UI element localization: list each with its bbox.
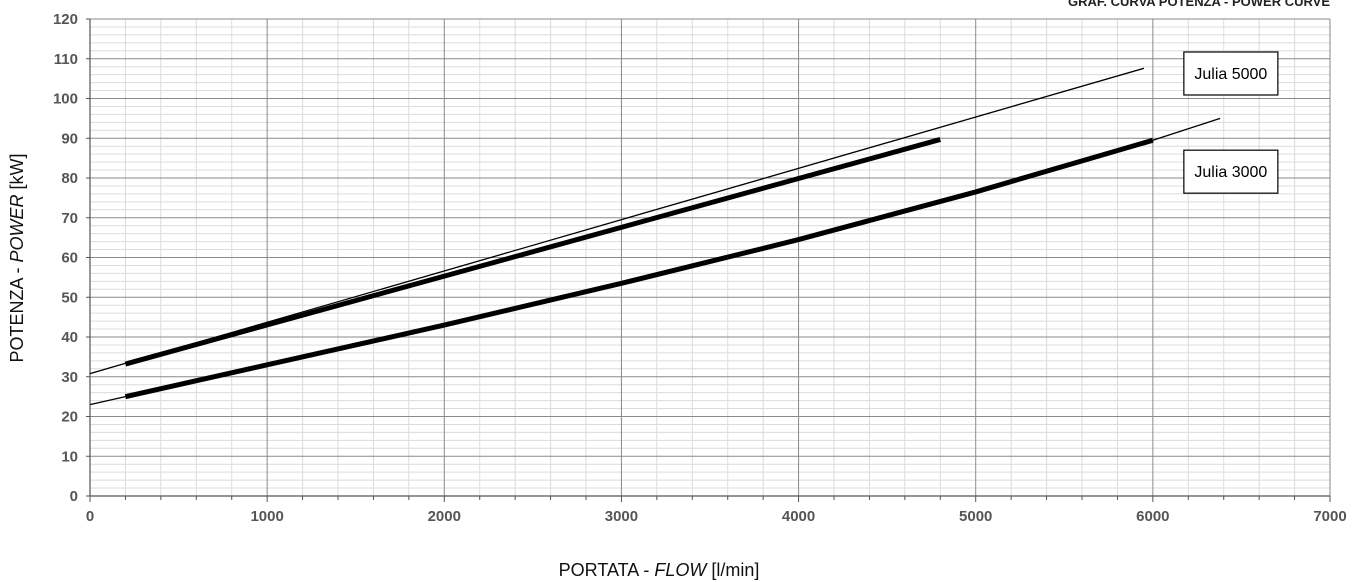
y-tick-label: 50: [61, 289, 78, 306]
x-tick-label: 3000: [605, 508, 638, 525]
y-axis-title: POTENZA - POWER [kW]: [7, 153, 27, 362]
x-tick-label: 6000: [1136, 508, 1169, 525]
x-axis-title-main: PORTATA -: [559, 560, 655, 580]
y-axis-tick-labels: 0 10 20 30 40 50 60 70 80 90 100 110 120: [53, 11, 78, 505]
series-julia-3000-operating-line: [124, 137, 1154, 400]
y-tick-label: 110: [54, 51, 78, 68]
x-axis-tick-labels: 0 1000 2000 3000 4000 5000 6000 7000: [86, 508, 1347, 525]
x-axis-title-italic: FLOW: [654, 560, 708, 580]
y-tick-label: 100: [53, 91, 78, 108]
series-julia-3000-extended-line: [89, 117, 1221, 406]
series-julia-5000-operating-line: [124, 137, 941, 367]
y-tick-label: 20: [61, 409, 78, 426]
y-axis-title-main: POTENZA -: [7, 263, 27, 363]
y-tick-label: 70: [61, 210, 78, 227]
x-axis-title: PORTATA - FLOW [l/min]: [559, 560, 760, 580]
series-julia-5000-extended-line: [89, 67, 1145, 375]
series-label-box-julia-5000: [1183, 51, 1279, 96]
x-tick-label: 2000: [428, 508, 461, 525]
series-label-box-julia-3000: [1183, 149, 1279, 194]
y-tick-label: 10: [61, 448, 78, 465]
series-labels: Julia 5000 Julia 3000: [1183, 51, 1279, 194]
series-label-julia-3000: Julia 3000: [1194, 164, 1267, 181]
y-tick-label: 30: [61, 369, 78, 386]
y-tick-label: 90: [61, 130, 78, 147]
x-tick-label: 4000: [782, 508, 815, 525]
series-label-julia-5000: Julia 5000: [1194, 66, 1267, 83]
axes: [86, 18, 1331, 502]
y-axis-title-italic: POWER: [7, 194, 27, 262]
x-tick-label: 0: [86, 508, 94, 525]
chart-title: GRAF. CURVA POTENZA - POWER CURVE: [1068, 0, 1330, 9]
y-tick-label: 40: [61, 329, 78, 346]
x-tick-label: 5000: [959, 508, 992, 525]
y-tick-label: 0: [70, 488, 78, 505]
y-tick-label: 60: [61, 250, 78, 267]
x-tick-label: 1000: [250, 508, 283, 525]
x-tick-label: 7000: [1313, 508, 1346, 525]
y-tick-label: 120: [53, 11, 78, 28]
x-axis-title-unit: [l/min]: [706, 560, 759, 580]
y-tick-label: 80: [61, 170, 78, 187]
series-layer: [89, 67, 1221, 406]
y-axis-title-unit: [kW]: [7, 153, 27, 194]
